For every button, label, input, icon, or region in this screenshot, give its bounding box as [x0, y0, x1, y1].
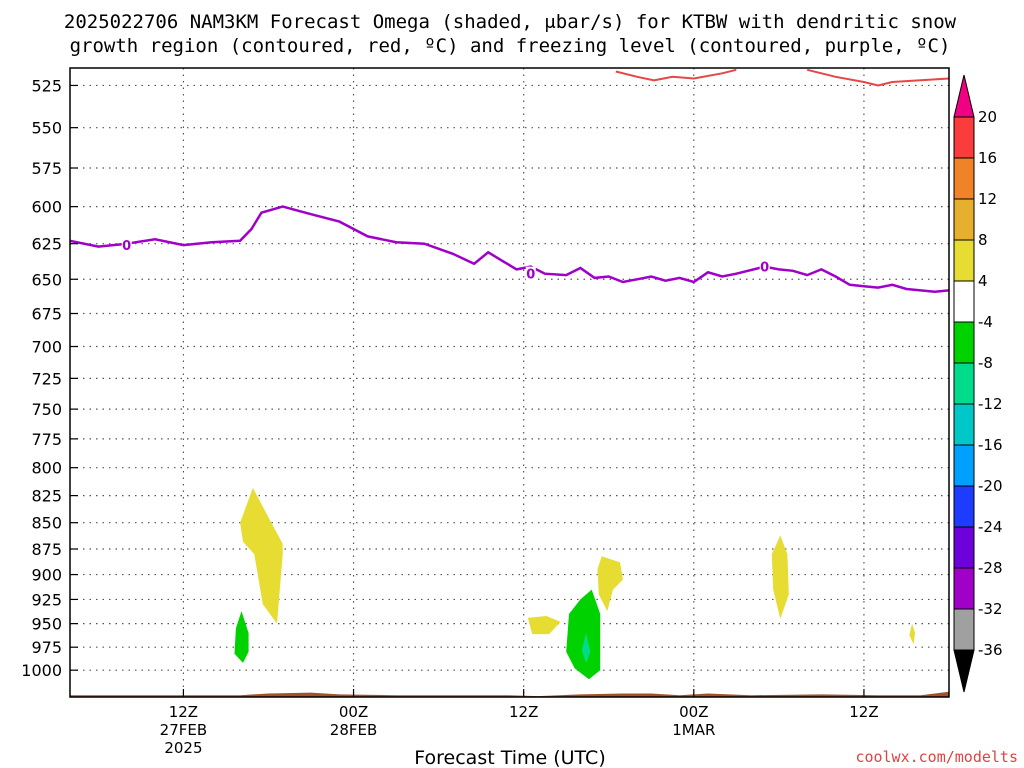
colorbar-label: 16	[978, 149, 997, 167]
terrain-fill	[70, 691, 949, 697]
y-tick-label: 600	[31, 198, 62, 217]
y-tick-label: 775	[31, 430, 62, 449]
x-tick-label: 12Z	[509, 703, 538, 721]
y-tick-label: 575	[31, 159, 62, 178]
freezing-level-label: 0	[526, 268, 535, 283]
freezing-level-label: 0	[122, 239, 131, 254]
x-tick-label: 28FEB	[330, 721, 377, 739]
y-axis-ticks: 525 550 575 600 625 650 675 700 725 750 775 800 825 8…	[21, 76, 78, 680]
colorbar-swatch	[953, 321, 975, 364]
omega-region	[566, 589, 601, 680]
colorbar-label: 20	[978, 108, 997, 126]
omega-region	[597, 556, 623, 612]
dgz-contour-line	[806, 68, 949, 87]
y-tick-label: 675	[31, 305, 62, 324]
chart-title-line-1: 2025022706 NAM3KM Forecast Omega (shaded…	[64, 11, 957, 33]
colorbar-label: -4	[978, 313, 993, 331]
freezing-level-label-bg	[121, 238, 132, 253]
colorbar-label: -32	[978, 600, 1003, 618]
y-tick-label: 750	[31, 400, 62, 419]
freezing-level-label-bg	[759, 259, 770, 274]
colorbar-swatch	[953, 198, 975, 241]
omega-region	[240, 487, 283, 624]
y-tick-label: 950	[31, 615, 62, 634]
omega-region	[771, 535, 789, 619]
y-tick-label: 975	[31, 638, 62, 657]
colorbar-swatch	[953, 444, 975, 487]
colorbar-swatch	[953, 362, 975, 405]
y-tick-label: 550	[31, 119, 62, 138]
x-tick-label: 00Z	[339, 703, 368, 721]
y-tick-label: 875	[31, 540, 62, 559]
colorbar-label: -28	[978, 559, 1003, 577]
dgz-contour-line	[615, 68, 737, 82]
y-tick-label: 800	[31, 459, 62, 478]
colorbar-swatch	[953, 116, 975, 159]
colorbar-label: -24	[978, 518, 1003, 536]
freezing-level-line	[70, 205, 949, 293]
colorbar-swatch	[953, 239, 975, 282]
grid-lines	[70, 68, 949, 697]
x-tick-label: 2025	[164, 739, 202, 757]
colorbar-label: 8	[978, 231, 988, 249]
x-tick-label: 27FEB	[160, 721, 207, 739]
y-tick-label: 1000	[21, 661, 62, 680]
colorbar-swatch	[953, 157, 975, 200]
colorbar-label: -36	[978, 641, 1003, 659]
x-tick-label: 12Z	[849, 703, 878, 721]
plot-frame	[69, 67, 950, 698]
freezing-level-label: 0	[760, 261, 769, 276]
colorbar-label: 4	[978, 272, 988, 290]
omega-region	[581, 633, 591, 663]
x-axis-label: Forecast Time (UTC)	[414, 747, 605, 768]
credit-link[interactable]: coolwx.com/modelts	[855, 748, 1018, 766]
x-tick-label: 12Z	[169, 703, 198, 721]
omega-region	[527, 616, 561, 635]
colorbar-label: -16	[978, 436, 1003, 454]
y-tick-label: 625	[31, 235, 62, 254]
y-tick-label: 650	[31, 270, 62, 289]
colorbar-label: -12	[978, 395, 1003, 413]
y-tick-label: 900	[31, 566, 62, 585]
colorbar-swatch	[953, 526, 975, 569]
colorbar: -36 -32 -28 -24 -20 -16 -12 -8 -4 4 8 12 16 20	[953, 74, 1003, 693]
y-tick-label: 725	[31, 369, 62, 388]
freezing-level-label-bg	[525, 266, 536, 281]
temperature-contours: 0 0 0	[70, 68, 949, 293]
y-tick-label: 700	[31, 338, 62, 357]
colorbar-max-arrow	[953, 74, 975, 118]
y-tick-label: 525	[31, 76, 62, 95]
y-tick-label: 825	[31, 487, 62, 506]
omega-region	[234, 611, 249, 663]
colorbar-label: -8	[978, 354, 993, 372]
y-tick-label: 925	[31, 590, 62, 609]
x-tick-label: 00Z	[679, 703, 708, 721]
colorbar-swatch	[953, 485, 975, 528]
colorbar-swatch	[953, 280, 975, 323]
colorbar-min-arrow	[953, 649, 975, 693]
colorbar-swatch	[953, 403, 975, 446]
colorbar-swatch	[953, 608, 975, 651]
y-tick-label: 850	[31, 514, 62, 533]
colorbar-swatch	[953, 567, 975, 610]
omega-region	[909, 623, 915, 645]
colorbar-label: -20	[978, 477, 1003, 495]
x-tick-label: 1MAR	[672, 721, 715, 739]
omega-shading	[70, 487, 949, 697]
colorbar-label: 12	[978, 190, 997, 208]
chart-title-line-2: growth region (contoured, red, ºC) and f…	[70, 35, 951, 57]
